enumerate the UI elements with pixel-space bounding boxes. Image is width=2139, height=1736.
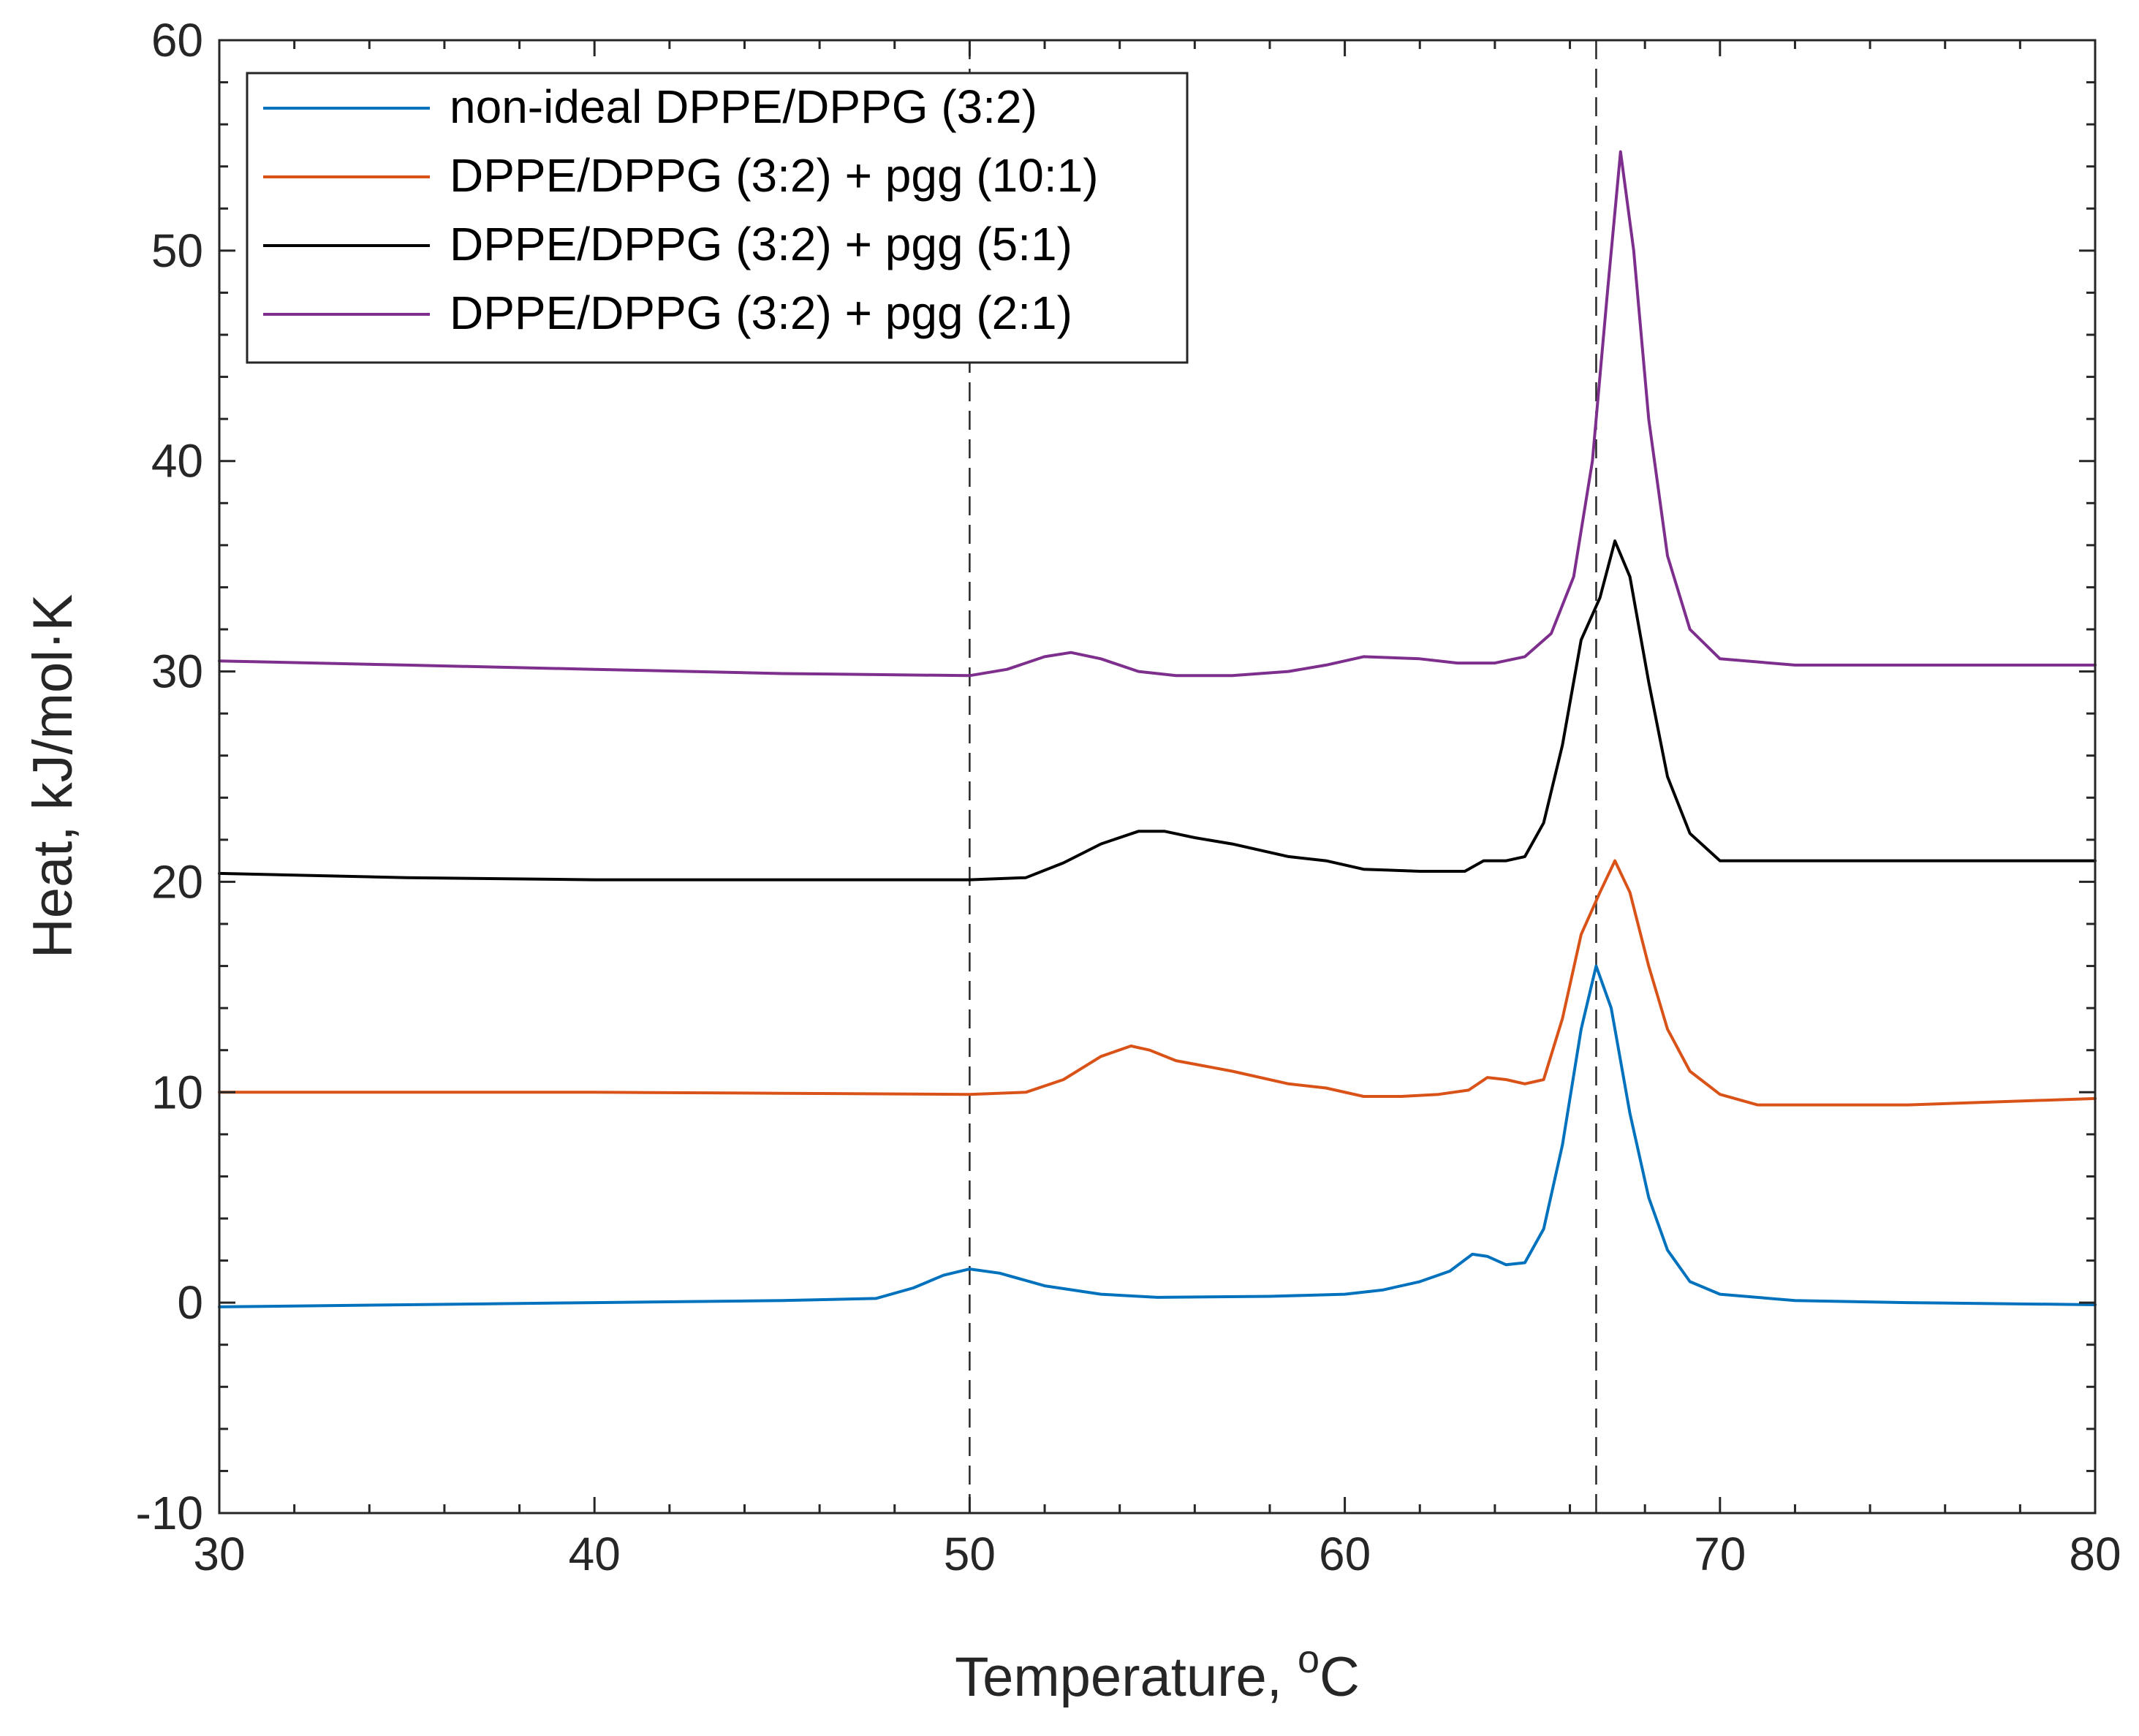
y-tick-label: 30 [151,645,203,698]
y-tick-label: 10 [151,1066,203,1118]
x-tick-label: 50 [944,1528,996,1580]
y-tick-label: -10 [136,1487,204,1539]
axis-tick-labels: 30 40 50 60 70 80 -10 0 10 20 30 40 50 60 [136,14,2121,1580]
x-tick-label: 40 [569,1528,621,1580]
y-tick-label: 0 [177,1276,203,1329]
y-tick-label: 40 [151,435,203,488]
x-axis-title: Temperature, oC [955,1637,1360,1708]
y-axis-title: Heat, kJ/mol·K [22,594,84,958]
legend-label-2: DPPE/DPPG (3:2) + pgg (5:1) [450,218,1072,270]
legend: non-ideal DPPE/DPPG (3:2) DPPE/DPPG (3:2)… [246,72,1189,364]
y-tick-label: 50 [151,224,203,277]
legend-label-1: DPPE/DPPG (3:2) + pgg (10:1) [450,149,1099,202]
x-tick-label: 80 [2069,1528,2121,1580]
legend-label-3: DPPE/DPPG (3:2) + pgg (2:1) [450,287,1072,339]
x-tick-label: 70 [1694,1528,1746,1580]
y-tick-label: 20 [151,855,203,908]
series-line-0 [218,964,2097,1308]
series-lines [218,150,2097,1308]
x-tick-label: 60 [1319,1528,1371,1580]
series-line-3 [218,150,2097,678]
plot-box [218,39,2097,1515]
legend-label-0: non-ideal DPPE/DPPG (3:2) [450,80,1037,133]
axis-ticks [218,39,2097,1515]
series-line-1 [218,859,2097,1107]
y-tick-label: 60 [151,14,203,67]
series-line-2 [218,539,2097,882]
x-tick-label: 30 [193,1528,245,1580]
